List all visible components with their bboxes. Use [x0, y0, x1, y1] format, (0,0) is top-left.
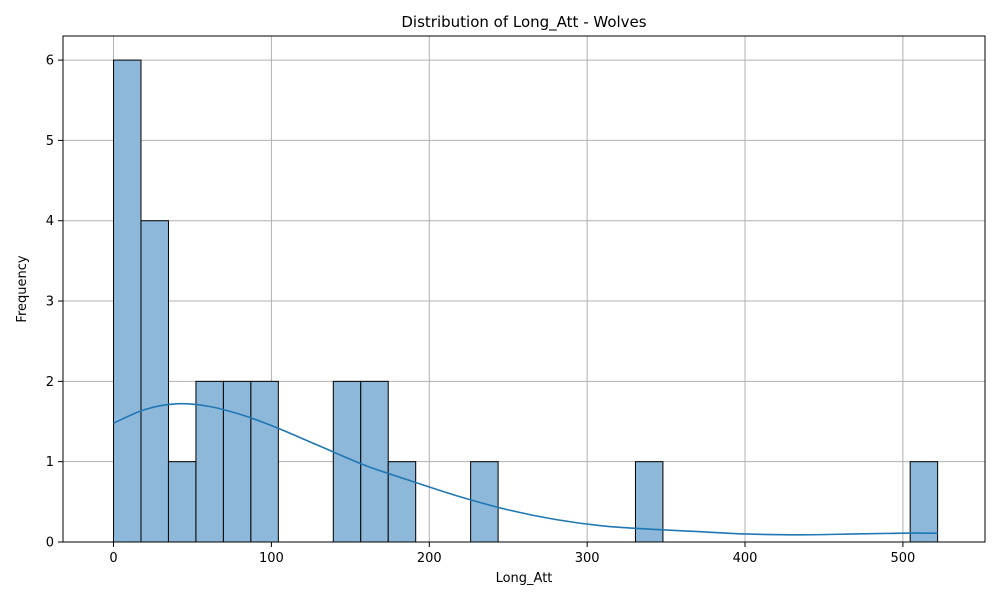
kde-curve: [113, 402, 938, 536]
histogram-bar: [222, 380, 252, 543]
histogram-bar: [387, 461, 417, 543]
ticks-layer: 0 100 200 300 400 500 0 1 2 3 4 5 6: [46, 54, 916, 566]
grid-layer: [63, 36, 985, 543]
y-tick-label: 3: [46, 295, 54, 310]
x-tick-label: 100: [259, 551, 284, 566]
x-tick-label: 400: [733, 551, 758, 566]
x-axis-title: Long_Att: [496, 571, 553, 586]
histogram-bar: [167, 461, 197, 543]
chart-title: Distribution of Long_Att - Wolves: [401, 13, 646, 32]
histogram-bar: [250, 380, 279, 543]
histogram-bar: [113, 59, 142, 543]
x-tick-label: 500: [890, 551, 915, 566]
y-tick-label: 5: [46, 134, 54, 149]
x-tick-label: 200: [417, 551, 442, 566]
histogram-bar: [360, 380, 389, 543]
y-tick-label: 0: [46, 536, 54, 551]
kde-layer: [113, 402, 938, 536]
y-tick-label: 4: [46, 214, 54, 229]
y-axis-title: Frequency: [15, 255, 30, 322]
bars-layer: [113, 59, 939, 543]
y-tick-label: 6: [46, 54, 54, 69]
histogram-bar: [140, 220, 169, 543]
plot-frame: [62, 35, 986, 543]
x-tick-label: 300: [575, 551, 600, 566]
y-tick-label: 2: [46, 375, 54, 390]
y-tick-label: 1: [46, 455, 54, 470]
histogram-bar: [909, 461, 939, 543]
x-tick-label: 0: [109, 551, 117, 566]
